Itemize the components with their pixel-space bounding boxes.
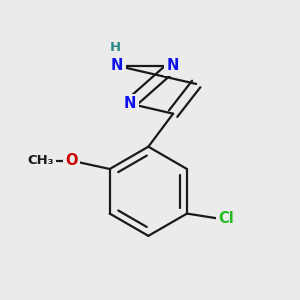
Text: O: O [65,153,78,168]
Text: Cl: Cl [219,211,235,226]
Text: N: N [167,58,179,73]
Text: N: N [124,96,136,111]
Text: CH₃: CH₃ [27,154,54,167]
Text: N: N [111,58,123,73]
Text: H: H [110,41,121,54]
